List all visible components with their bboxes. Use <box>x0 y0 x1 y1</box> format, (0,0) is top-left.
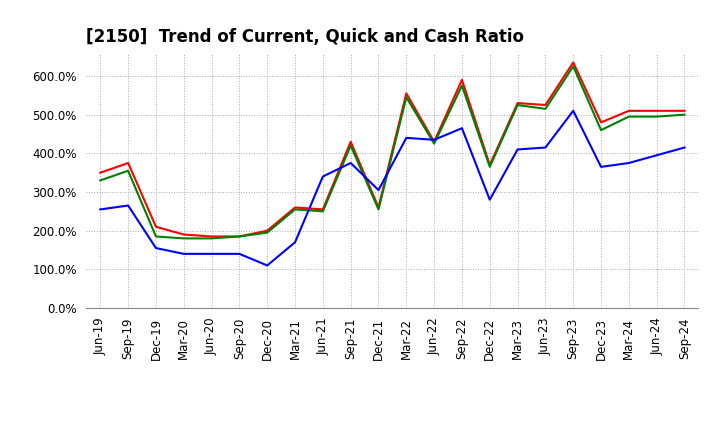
Current Ratio <box>179 232 188 237</box>
Current Ratio <box>152 224 161 229</box>
Cash Ratio <box>513 147 522 152</box>
Current Ratio <box>263 228 271 233</box>
Cash Ratio <box>263 263 271 268</box>
Current Ratio <box>569 60 577 65</box>
Cash Ratio <box>541 145 550 150</box>
Text: [2150]  Trend of Current, Quick and Cash Ratio: [2150] Trend of Current, Quick and Cash … <box>86 28 524 46</box>
Current Ratio <box>458 77 467 83</box>
Quick Ratio <box>263 230 271 235</box>
Line: Current Ratio: Current Ratio <box>100 62 685 236</box>
Quick Ratio <box>652 114 661 119</box>
Current Ratio <box>485 162 494 168</box>
Cash Ratio <box>569 108 577 114</box>
Quick Ratio <box>318 209 327 214</box>
Line: Cash Ratio: Cash Ratio <box>100 111 685 265</box>
Quick Ratio <box>346 143 355 148</box>
Current Ratio <box>96 170 104 175</box>
Current Ratio <box>680 108 689 114</box>
Cash Ratio <box>652 153 661 158</box>
Current Ratio <box>207 234 216 239</box>
Quick Ratio <box>207 236 216 241</box>
Current Ratio <box>652 108 661 114</box>
Current Ratio <box>541 103 550 108</box>
Cash Ratio <box>430 137 438 143</box>
Current Ratio <box>430 139 438 144</box>
Cash Ratio <box>346 160 355 165</box>
Quick Ratio <box>597 128 606 133</box>
Cash Ratio <box>680 145 689 150</box>
Cash Ratio <box>458 125 467 131</box>
Quick Ratio <box>624 114 633 119</box>
Current Ratio <box>318 207 327 212</box>
Quick Ratio <box>152 234 161 239</box>
Current Ratio <box>291 205 300 210</box>
Quick Ratio <box>541 106 550 111</box>
Quick Ratio <box>430 141 438 147</box>
Cash Ratio <box>96 207 104 212</box>
Cash Ratio <box>485 197 494 202</box>
Current Ratio <box>597 120 606 125</box>
Quick Ratio <box>291 207 300 212</box>
Quick Ratio <box>235 234 243 239</box>
Current Ratio <box>402 91 410 96</box>
Quick Ratio <box>96 178 104 183</box>
Cash Ratio <box>124 203 132 208</box>
Current Ratio <box>624 108 633 114</box>
Cash Ratio <box>291 240 300 245</box>
Cash Ratio <box>597 164 606 169</box>
Current Ratio <box>235 234 243 239</box>
Quick Ratio <box>569 64 577 69</box>
Quick Ratio <box>179 236 188 241</box>
Quick Ratio <box>458 83 467 88</box>
Cash Ratio <box>402 135 410 140</box>
Quick Ratio <box>513 103 522 108</box>
Quick Ratio <box>402 95 410 100</box>
Cash Ratio <box>235 251 243 257</box>
Quick Ratio <box>485 164 494 169</box>
Current Ratio <box>124 160 132 165</box>
Cash Ratio <box>624 160 633 165</box>
Current Ratio <box>513 100 522 106</box>
Quick Ratio <box>374 207 383 212</box>
Line: Quick Ratio: Quick Ratio <box>100 66 685 238</box>
Quick Ratio <box>680 112 689 117</box>
Cash Ratio <box>152 246 161 251</box>
Cash Ratio <box>179 251 188 257</box>
Cash Ratio <box>318 174 327 179</box>
Cash Ratio <box>207 251 216 257</box>
Quick Ratio <box>124 168 132 173</box>
Cash Ratio <box>374 187 383 193</box>
Current Ratio <box>374 205 383 210</box>
Current Ratio <box>346 139 355 144</box>
